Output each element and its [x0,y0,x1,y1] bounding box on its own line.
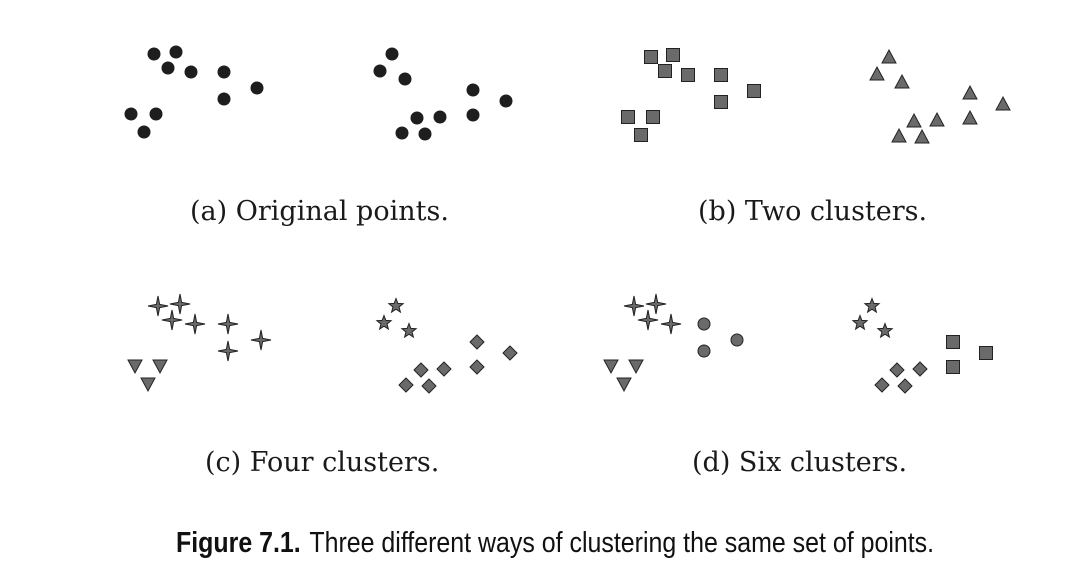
star5-marker [375,314,393,331]
triangle-marker [914,128,930,144]
square-marker [979,346,993,360]
point [385,47,399,61]
panel-original-points [124,45,513,141]
point [124,107,138,121]
triangle-marker [894,73,910,89]
point [250,81,264,95]
square-marker [646,110,660,124]
point [184,65,198,79]
square-marker [946,335,960,349]
diamond-marker [889,362,905,378]
point [499,94,513,108]
diamond-marker [436,361,452,377]
star4-marker [623,295,645,317]
diamond-marker [502,345,518,361]
down-marker [140,377,156,393]
point [147,47,161,61]
triangle-marker [906,112,922,128]
diamond-marker [469,359,485,375]
caption-two-clusters: (b) Two clusters. [698,196,928,227]
star4-marker [217,313,239,335]
point [149,107,163,121]
triangle-marker [881,48,897,64]
point [410,111,424,125]
down-marker [603,359,619,375]
panel-two-clusters [621,48,1011,144]
panel-four-clusters [127,293,518,394]
star5-marker [863,297,881,314]
diamond-marker [413,362,429,378]
point [398,72,412,86]
point [169,45,183,59]
circle-marker [730,333,744,347]
caption-six-clusters: (d) Six clusters. [692,447,908,478]
square-marker [621,110,635,124]
star4-marker [161,309,183,331]
square-marker [681,68,695,82]
caption-original-points: (a) Original points. [190,196,449,227]
square-marker [946,360,960,374]
triangle-marker [962,84,978,100]
point [433,110,447,124]
point [137,125,151,139]
star4-marker [637,309,659,331]
panel-six-clusters [603,293,993,394]
square-marker [666,48,680,62]
triangle-marker [891,127,907,143]
triangle-marker [929,111,945,127]
star4-marker [660,313,682,335]
circle-marker [697,317,711,331]
point [217,92,231,106]
down-marker [127,359,143,375]
square-marker [658,64,672,78]
down-marker [616,377,632,393]
square-marker [634,128,648,142]
point [217,65,231,79]
star4-marker [169,293,191,315]
star4-marker [217,340,239,362]
square-marker [644,50,658,64]
point [466,108,480,122]
triangle-marker [995,95,1011,111]
caption-four-clusters: (c) Four clusters. [205,447,440,478]
down-marker [152,359,168,375]
diamond-marker [912,361,928,377]
triangle-marker [869,65,885,81]
star5-marker [876,322,894,339]
star4-marker [250,329,272,351]
figure-number: Figure 7.1. [176,527,301,559]
point [418,127,432,141]
triangle-marker [962,109,978,125]
diamond-marker [398,377,414,393]
down-marker [628,359,644,375]
star4-marker [147,295,169,317]
square-marker [714,95,728,109]
point [395,126,409,140]
point [161,61,175,75]
diamond-marker [469,334,485,350]
star4-marker [645,293,667,315]
star5-marker [851,314,869,331]
figure-caption: Figure 7.1. Three different ways of clust… [176,529,934,558]
diamond-marker [897,378,913,394]
circle-marker [697,344,711,358]
square-marker [714,68,728,82]
square-marker [747,84,761,98]
diamond-marker [421,378,437,394]
figure-caption-text: Three different ways of clustering the s… [309,527,935,559]
star4-marker [184,313,206,335]
point [466,83,480,97]
star5-marker [400,322,418,339]
star5-marker [387,297,405,314]
point [373,64,387,78]
diamond-marker [874,377,890,393]
